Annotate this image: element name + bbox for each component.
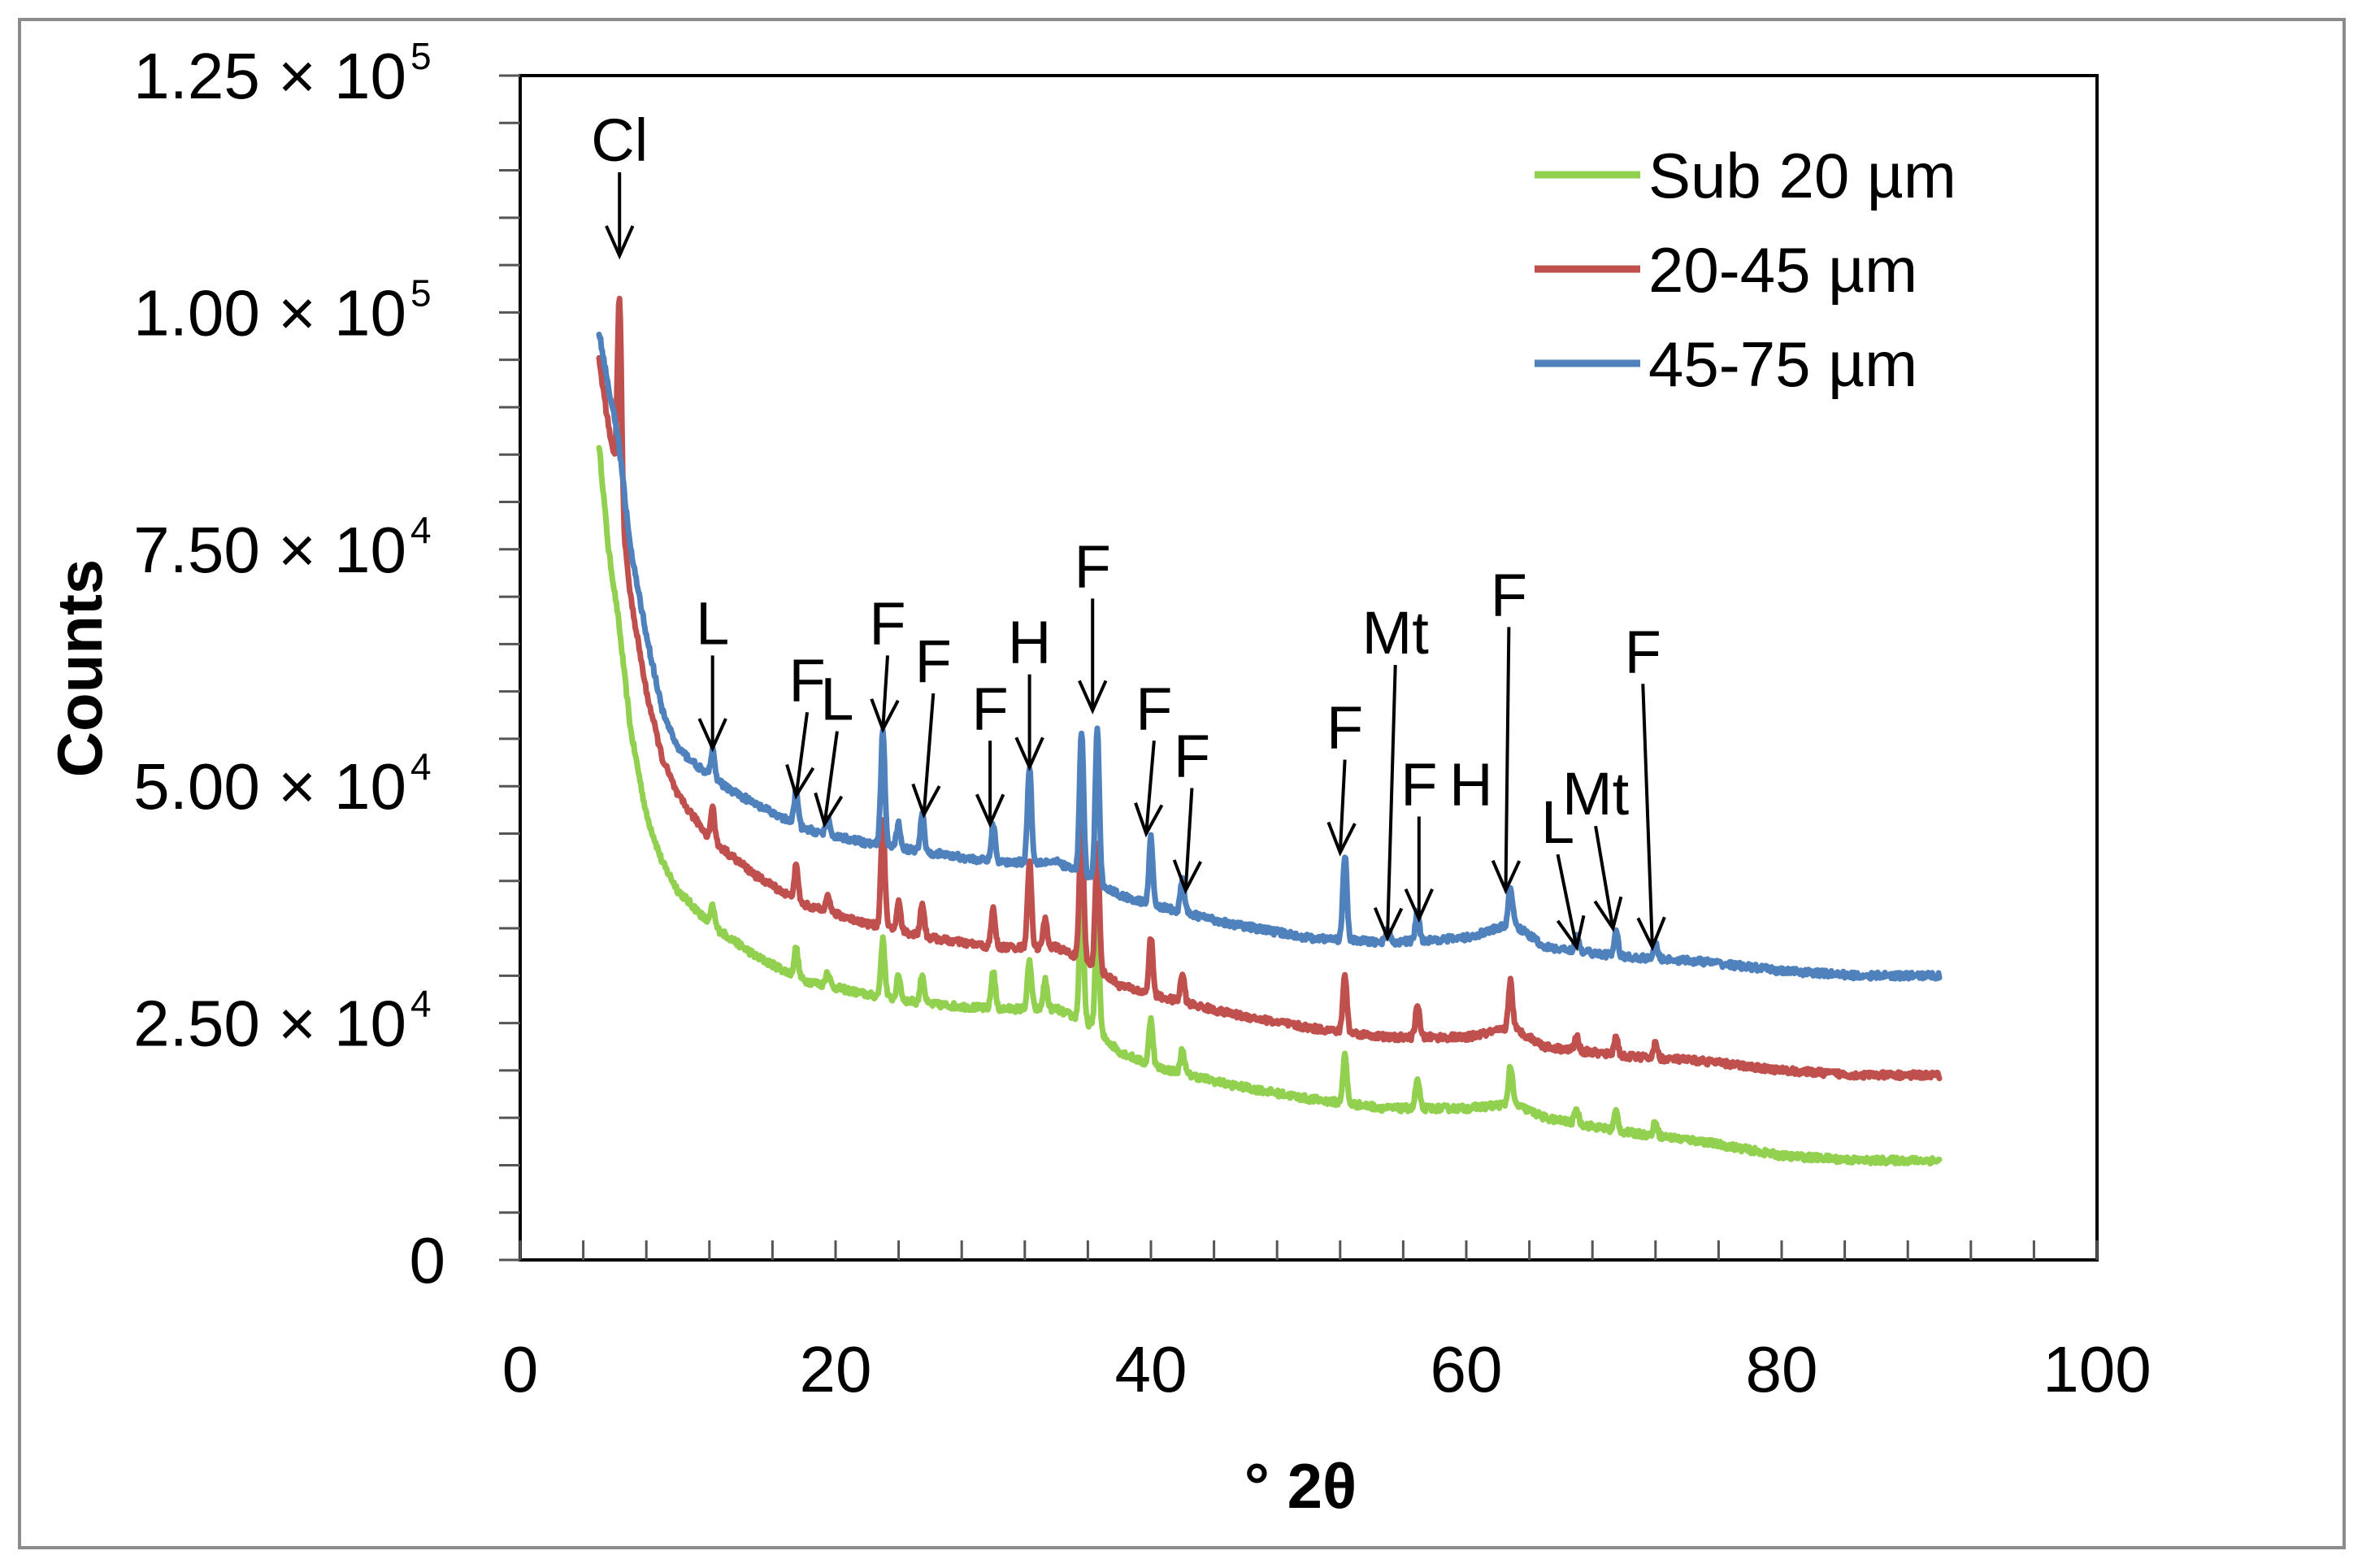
peak-label: H — [1008, 609, 1051, 676]
series-line — [596, 445, 1943, 1167]
peak-label: F — [1625, 618, 1661, 685]
peak-arrow-head — [1134, 802, 1164, 838]
y-tick-exponent: 4 — [410, 983, 432, 1025]
peak-arrow-shaft — [1504, 627, 1511, 891]
y-tick-label: 1.25 × 10 — [133, 40, 406, 112]
peak-arrow-head — [1326, 821, 1357, 857]
y-tick-label: 2.50 × 10 — [133, 988, 406, 1060]
peak-label: Mt — [1562, 760, 1630, 827]
legend-label: Sub 20 µm — [1648, 140, 1956, 211]
series-layer — [596, 295, 1943, 1167]
peak-arrow-head — [870, 698, 900, 734]
peak-label: F — [915, 628, 952, 695]
peak-arrow-shaft — [922, 693, 936, 815]
peak-label: F — [972, 675, 1009, 742]
peak-label: H — [1449, 751, 1492, 819]
peak-arrow-head — [697, 718, 727, 753]
peak-arrow-shaft — [1338, 759, 1347, 853]
y-tick-exponent: 4 — [410, 745, 432, 788]
x-axis-title: ° 2θ — [1244, 1450, 1357, 1522]
peak-arrow-head — [605, 225, 635, 260]
peak-arrow-shaft — [1641, 684, 1654, 948]
y-tick-label: 1.00 × 10 — [133, 276, 406, 349]
peak-label: L — [820, 666, 853, 733]
peak-arrow-head — [1373, 906, 1404, 942]
legend-label: 45-75 µm — [1648, 328, 1917, 400]
peak-label: F — [1491, 561, 1527, 628]
peak-arrow-shaft — [1556, 853, 1578, 948]
x-tick-label: 60 — [1431, 1333, 1503, 1405]
peak-arrow-head — [1404, 888, 1434, 923]
peak-label: F — [1326, 694, 1363, 762]
peak-arrow-head — [1593, 896, 1623, 932]
x-tick-label: 0 — [502, 1333, 539, 1405]
x-tick-label: 80 — [1746, 1333, 1818, 1405]
x-tick-label: 20 — [800, 1333, 872, 1405]
peak-arrow-head — [1636, 916, 1666, 952]
peak-arrow-head — [1014, 736, 1044, 771]
y-tick-label: 5.00 × 10 — [133, 750, 406, 823]
peak-arrow-shaft — [1183, 788, 1194, 891]
peak-label: L — [1541, 788, 1574, 856]
peak-arrow-head — [1556, 914, 1586, 952]
peak-label: L — [696, 589, 729, 657]
peak-label: F — [1135, 675, 1172, 742]
y-axis-title: Counts — [44, 559, 115, 778]
peak-arrow-shaft — [1594, 825, 1615, 929]
x-tick-label: 100 — [2043, 1333, 2151, 1405]
figure-border — [18, 18, 2346, 1549]
x-tick-label: 40 — [1115, 1333, 1188, 1405]
peak-label: F — [1075, 532, 1111, 600]
peak-arrow-shaft — [794, 712, 810, 797]
peak-arrow-head — [814, 792, 844, 828]
series-line — [596, 332, 1943, 982]
peak-label: F — [1174, 723, 1210, 790]
peak-arrow-head — [785, 763, 815, 800]
peak-arrow-shaft — [1386, 664, 1397, 938]
plot-area-frame — [519, 74, 2099, 1262]
peak-arrow-head — [975, 793, 1005, 828]
peak-arrow-shaft — [1144, 741, 1156, 834]
peak-label: F — [1400, 751, 1437, 819]
y-tick-exponent: 5 — [410, 271, 432, 314]
peak-label: F — [869, 589, 905, 657]
legend: Sub 20 µm 20-45 µm 45-75 µm — [1535, 140, 1956, 400]
series-line — [596, 295, 1943, 1082]
peak-label: Mt — [1362, 599, 1430, 667]
peak-arrow-shaft — [881, 655, 890, 730]
y-tick-exponent: 5 — [410, 35, 432, 77]
peak-label: F — [788, 646, 825, 714]
y-tick-label: 7.50 × 10 — [133, 514, 406, 586]
y-tick-label: 0 — [410, 1224, 446, 1297]
peak-arrow-head — [1172, 859, 1202, 895]
peak-arrow-head — [1078, 680, 1108, 715]
y-tick-exponent: 4 — [410, 509, 432, 551]
peak-label: Cl — [591, 106, 648, 174]
legend-label: 20-45 µm — [1648, 234, 1917, 306]
peak-arrow-shaft — [823, 731, 839, 825]
peak-arrow-head — [1491, 859, 1522, 895]
peak-arrow-head — [911, 783, 941, 819]
